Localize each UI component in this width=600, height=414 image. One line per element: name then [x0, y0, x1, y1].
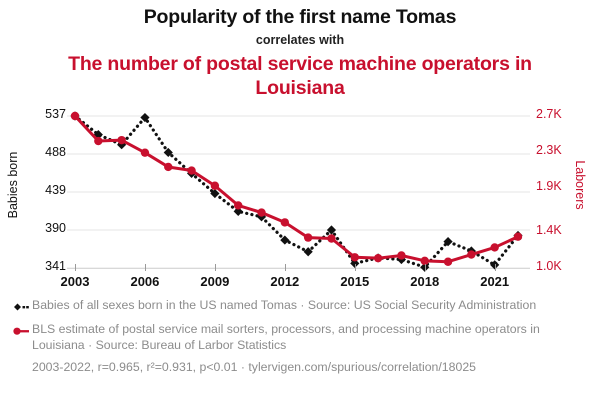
y-axis-left-tick-label: 341 [45, 259, 66, 273]
x-axis-tick-label: 2018 [410, 274, 440, 289]
series-line-2 [73, 114, 520, 264]
black-dotted-diamond-marker-icon [8, 299, 32, 315]
data-point-marker [257, 208, 266, 217]
legend-label-laborers: BLS estimate of postal service mail sort… [32, 322, 540, 352]
data-point-marker [163, 147, 173, 158]
data-point-marker [420, 256, 429, 266]
data-point-marker [280, 218, 290, 227]
data-point-marker [443, 257, 453, 266]
y-axis-left-tick-label: 390 [45, 221, 66, 235]
data-point-marker [303, 233, 313, 242]
data-point-marker [513, 232, 523, 241]
data-point-marker [187, 166, 196, 175]
data-point-marker [326, 225, 337, 235]
y-axis-right-tick-label: 1.4K [536, 223, 562, 238]
data-point-marker [397, 251, 406, 260]
x-axis-tick-mark [75, 264, 76, 271]
legend-label-babies: Babies of all sexes born in the US named… [32, 298, 537, 312]
data-point-marker [280, 235, 290, 245]
data-point-marker [467, 250, 476, 259]
data-point-marker [140, 112, 150, 123]
red-solid-circle-marker-icon [8, 323, 32, 339]
page-title: Popularity of the first name Tomas [143, 6, 457, 28]
data-point-marker [164, 162, 173, 172]
data-point-marker [140, 148, 150, 157]
x-axis-tick-label: 2003 [60, 274, 90, 289]
y-axis-left-tick-label: 537 [45, 107, 66, 121]
x-axis-tick-mark [214, 264, 216, 271]
y-axis-left-tick-label: 439 [45, 183, 66, 197]
data-point-marker [373, 253, 383, 263]
x-axis-tick-mark [354, 264, 356, 271]
y-axis-right-tick-label: 2.7K [536, 107, 562, 121]
correlation-stats: 2003-2022, r=0.965, r²=0.931, p<0.01 · t… [32, 360, 476, 374]
page-subtitle: The number of postal service machine ope… [68, 53, 532, 99]
y-axis-right-tick-label: 1.0K [536, 259, 562, 273]
chart-footer: Babies of all sexes born in the US named… [0, 298, 600, 376]
line-chart-svg [67, 111, 530, 272]
data-point-marker [350, 253, 359, 262]
x-axis-tick-mark [144, 264, 146, 271]
data-point-marker [233, 206, 243, 216]
data-point-marker [443, 237, 453, 247]
y-axis-right-tick-label: 1.9K [536, 178, 562, 193]
data-point-marker [327, 234, 336, 243]
x-axis-tick-mark [284, 264, 286, 271]
data-point-marker [94, 136, 103, 146]
series-line-1 [73, 114, 520, 269]
x-axis-tick-mark [424, 264, 426, 271]
data-point-marker [210, 181, 220, 190]
x-axis-tick-label: 2012 [270, 274, 300, 289]
data-point-marker [70, 111, 80, 121]
plot-area: Babies born Laborers 341 390 439 488 537 1.0K… [0, 104, 600, 294]
legend-item-laborers: BLS estimate of postal service mail sort… [8, 322, 592, 353]
y-axis-left-tick-label: 488 [45, 145, 66, 159]
x-axis-tick-label: 2006 [130, 274, 160, 289]
data-point-marker [234, 201, 243, 210]
x-axis-tick-label: 2015 [340, 274, 370, 289]
x-axis-tick-mark [494, 264, 496, 271]
title-block: Popularity of the first name Tomas corre… [0, 0, 600, 100]
data-point-marker [210, 188, 220, 199]
data-point-marker [117, 135, 126, 145]
legend-item-babies: Babies of all sexes born in the US named… [8, 298, 592, 315]
title-connector: correlates with [255, 33, 345, 47]
x-axis-tick-label: 2021 [480, 274, 510, 289]
data-point-marker [490, 243, 499, 252]
y-axis-right-tick-label: 2.3K [536, 142, 562, 157]
x-axis-tick-label: 2009 [200, 274, 230, 289]
data-point-marker [303, 247, 313, 257]
